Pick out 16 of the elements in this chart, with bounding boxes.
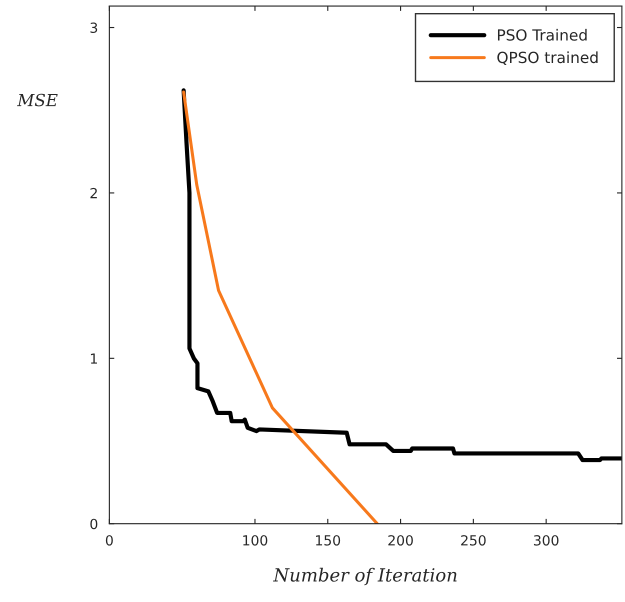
y-tick-label: 0: [90, 518, 98, 530]
x-tick-label: 300: [534, 535, 558, 546]
y-tick-label: 1: [90, 353, 97, 364]
y-tick-label: 2: [90, 188, 97, 198]
x-axis-title: Number of Iteration: [273, 568, 457, 586]
y-tick-label: 3: [90, 22, 98, 33]
legend-label: QPSO trained: [497, 51, 598, 65]
line-series: [182, 90, 379, 524]
x-tick-label: 200: [388, 535, 413, 546]
x-tick-label: 150: [316, 535, 340, 546]
line-series: [182, 88, 622, 462]
x-tick-label: 250: [461, 535, 486, 546]
x-tick-label: 100: [243, 535, 268, 546]
x-tick-label: 0: [106, 535, 113, 546]
legend-label: PSO Trained: [498, 28, 587, 41]
y-axis-title: MSE: [17, 94, 58, 106]
